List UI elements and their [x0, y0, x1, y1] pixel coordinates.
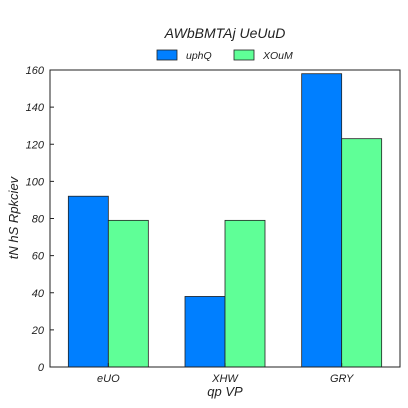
- legend-label-XOuM: XOuM: [262, 50, 293, 62]
- y-tick-label: 140: [26, 102, 45, 114]
- bar-XOuM-eUO: [108, 220, 148, 367]
- x-tick-label: eUO: [97, 373, 120, 385]
- y-tick-label: 100: [26, 176, 45, 188]
- y-tick-label: 80: [32, 214, 45, 226]
- y-tick-label: 160: [26, 65, 45, 77]
- bar-uphQ-GRY: [302, 74, 342, 367]
- legend: uphQ XOuM: [157, 50, 293, 62]
- legend-label-uphQ: uphQ: [186, 50, 212, 62]
- y-tick-label: 40: [32, 288, 45, 300]
- bar-XOuM-XHW: [225, 220, 265, 367]
- x-tick-label: GRY: [330, 373, 354, 385]
- x-axis-label: qp VP: [207, 384, 243, 399]
- chart-title: AWbBMTAj UeUuD: [164, 25, 286, 41]
- bars-group: [68, 74, 381, 367]
- bar-XOuM-GRY: [342, 139, 382, 367]
- y-tick-label: 20: [31, 325, 45, 337]
- legend-swatch-XOuM: [234, 50, 254, 60]
- bar-uphQ-eUO: [68, 196, 108, 367]
- y-tick-label: 120: [26, 139, 45, 151]
- y-axis-label: tN hS Rpkciev: [6, 175, 21, 259]
- y-tick-label: 60: [32, 251, 45, 263]
- bar-uphQ-XHW: [185, 296, 225, 367]
- legend-swatch-uphQ: [157, 50, 177, 60]
- y-tick-label: 0: [38, 362, 45, 374]
